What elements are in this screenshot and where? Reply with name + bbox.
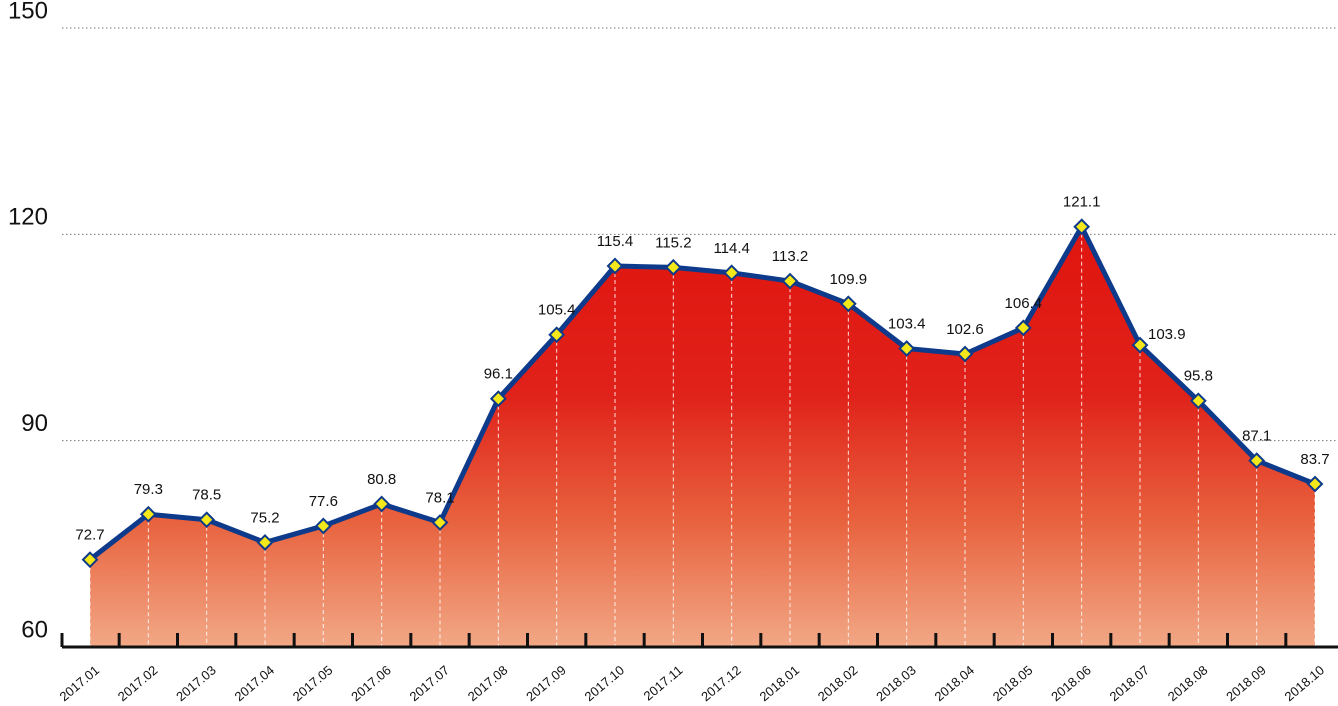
data-label: 78.5	[192, 487, 221, 504]
marker	[1189, 392, 1207, 410]
marker	[373, 495, 391, 513]
x-tick-label: 2018.06	[1048, 662, 1094, 704]
marker	[198, 511, 216, 529]
data-label: 78.1	[425, 489, 454, 506]
x-tick-label: 2017.08	[465, 662, 511, 704]
marker	[1014, 319, 1032, 337]
x-tick-label: 2017.12	[698, 662, 744, 704]
marker	[314, 517, 332, 535]
marker	[898, 340, 916, 357]
marker	[431, 514, 449, 531]
marker	[489, 390, 507, 408]
x-tick-label: 2017.05	[290, 662, 336, 704]
x-tick-label: 2018.03	[873, 662, 919, 704]
marker	[1131, 336, 1149, 354]
x-tick-label: 2018.08	[1165, 662, 1211, 704]
data-label: 102.6	[946, 321, 984, 338]
marker	[664, 258, 682, 276]
marker	[723, 264, 741, 282]
data-label: 113.2	[772, 248, 808, 265]
x-tick-label: 2018.02	[815, 662, 861, 704]
x-tick-label: 2017.04	[231, 662, 277, 704]
x-tick-label: 2017.01	[56, 662, 102, 704]
x-tick-label: 2017.07	[406, 662, 452, 704]
data-label: 96.1	[484, 366, 513, 383]
data-label: 115.4	[597, 233, 633, 250]
y-tick-label: 120	[8, 204, 48, 231]
data-label: 103.4	[888, 315, 926, 332]
x-tick-label: 2018.05	[990, 662, 1036, 704]
data-label: 115.2	[655, 234, 691, 251]
x-tick-label: 2018.09	[1223, 662, 1269, 704]
data-label: 106.4	[1005, 295, 1043, 312]
x-tick-label: 2017.09	[523, 662, 569, 704]
x-tick-label: 2018.10	[1281, 662, 1327, 704]
marker	[956, 345, 974, 363]
marker	[1073, 218, 1091, 236]
data-label: 109.9	[830, 271, 868, 288]
data-label: 87.1	[1242, 428, 1271, 445]
data-label: 105.4	[538, 302, 576, 319]
marker	[606, 257, 624, 275]
y-tick-label: 150	[8, 0, 48, 24]
marker	[548, 326, 566, 344]
marker	[1248, 452, 1266, 470]
line	[88, 224, 1316, 562]
data-label: 79.3	[134, 481, 163, 498]
marker	[139, 505, 157, 523]
marker	[256, 534, 274, 551]
y-tick-label: 90	[21, 410, 48, 437]
x-tick-label: 2018.04	[931, 662, 977, 704]
marker	[81, 551, 99, 569]
data-label: 114.4	[713, 240, 749, 257]
data-label: 80.8	[367, 471, 396, 488]
x-tick-label: 2017.11	[641, 662, 686, 703]
data-label: 121.1	[1063, 194, 1101, 211]
x-tick-label: 2017.10	[581, 662, 627, 704]
y-tick-label: 60	[21, 616, 48, 643]
x-tick-label: 2017.03	[173, 662, 219, 704]
marker	[781, 272, 799, 290]
marker	[839, 295, 857, 313]
data-label: 77.6	[309, 493, 338, 510]
x-tick-label: 2018.07	[1106, 662, 1152, 704]
data-label: 95.8	[1184, 368, 1213, 385]
x-tick-label: 2018.01	[756, 662, 802, 704]
data-label: 75.2	[250, 509, 279, 526]
data-label: 72.7	[75, 527, 104, 544]
data-label: 83.7	[1300, 451, 1329, 468]
marker	[1306, 475, 1324, 493]
data-label: 103.9	[1148, 326, 1186, 343]
x-tick-label: 2017.02	[115, 662, 161, 704]
area	[90, 226, 1315, 648]
x-tick-label: 2017.06	[348, 662, 394, 704]
